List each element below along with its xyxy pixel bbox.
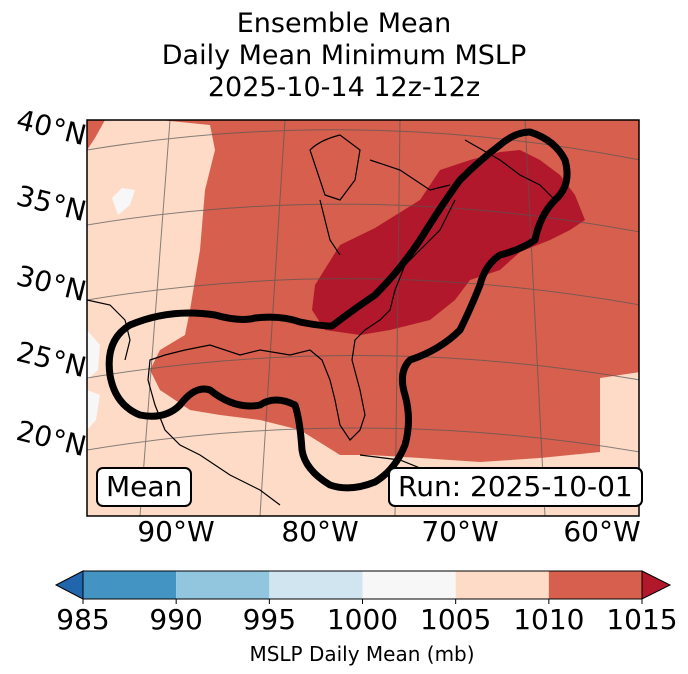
colorbar-extend-low	[54, 570, 84, 600]
colorbar-tick-label: 1010	[513, 603, 585, 636]
colorbar-extend-high	[641, 570, 672, 600]
region-mid-pressure-left	[87, 120, 105, 150]
colorbar-tick-label: 1000	[326, 603, 399, 636]
contour-outline	[105, 128, 571, 492]
white-patch-3	[87, 390, 100, 430]
white-patch-2	[87, 330, 100, 380]
lon-label-60w: 60°W	[563, 515, 641, 548]
colorbar-tick-label: 1005	[420, 603, 492, 636]
colorbar-segment	[83, 571, 177, 599]
graticule	[87, 120, 639, 516]
colorbar-segment	[269, 571, 363, 599]
colorbar-tick-label: 995	[242, 603, 297, 636]
title-line-1: Ensemble Mean	[236, 8, 452, 39]
colorbar-tick-label: 985	[56, 603, 110, 636]
colorbar-tick-label: 1015	[606, 603, 678, 636]
colorbar-tick-label: 990	[149, 603, 203, 636]
lon-label-70w: 70°W	[421, 515, 499, 548]
title-line-2: Daily Mean Minimum MSLP	[161, 40, 527, 71]
mean-label-box: Mean	[96, 467, 193, 507]
map-panel	[86, 119, 640, 517]
map-frame	[86, 119, 640, 517]
colorbar-frame	[82, 570, 643, 600]
colorbar-segment	[548, 571, 642, 599]
colorbar-segment	[362, 571, 456, 599]
colorbar-label: MSLP Daily Mean (mb)	[249, 642, 475, 666]
run-date-box: Run: 2025-10-01	[388, 467, 643, 507]
colorbar-segment	[455, 571, 549, 599]
title-line-3: 2025-10-14 12z-12z	[207, 72, 481, 103]
lon-label-80w: 80°W	[281, 515, 359, 548]
white-patch-1	[112, 188, 135, 215]
colorbar-segment	[176, 571, 270, 599]
lon-label-90w: 90°W	[137, 515, 215, 548]
